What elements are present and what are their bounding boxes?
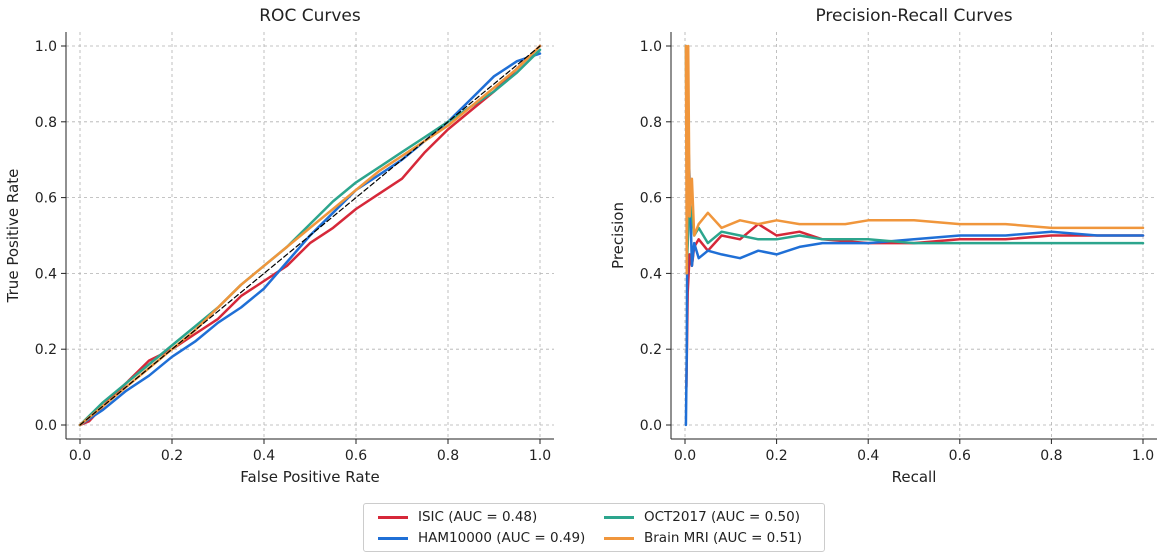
legend: ISIC (AUC = 0.48) HAM10000 (AUC = 0.49) … [363, 503, 825, 552]
legend-swatch-brain-mri [604, 536, 634, 540]
pr-y-axis-label: Precision [609, 202, 627, 269]
pr-x-tick-label: 0.4 [857, 448, 879, 464]
legend-item-brain-mri: Brain MRI (AUC = 0.51) [604, 530, 802, 546]
pr-y-tick-label: 0.6 [640, 191, 662, 207]
legend-label-isic: ISIC (AUC = 0.48) [418, 509, 538, 525]
legend-label-ham10000: HAM10000 (AUC = 0.49) [418, 530, 586, 546]
roc-x-tick-label: 0.2 [161, 448, 183, 464]
roc-x-axis-label: False Positive Rate [240, 468, 379, 486]
pr-y-tick-label: 0.8 [640, 115, 662, 131]
pr-curve-brain-mri [684, 44, 1145, 275]
precision-recall-panel: 0.0 0.2 0.4 0.6 0.8 1.0 0.0 0.2 0.4 0.6 0.8 1.0 Prec… [609, 6, 1157, 486]
pr-x-tick-label: 0.8 [1040, 448, 1062, 464]
roc-y-tick-label: 0.0 [35, 418, 57, 434]
legend-item-isic: ISIC (AUC = 0.48) [378, 509, 537, 525]
roc-x-tick-label: 0.6 [345, 448, 367, 464]
roc-x-tick-label: 0.4 [253, 448, 275, 464]
pr-x-tick-label: 1.0 [1132, 448, 1154, 464]
roc-y-tick-label: 0.4 [35, 266, 57, 282]
pr-y-tick-label: 1.0 [640, 39, 662, 55]
legend-swatch-ham10000 [378, 536, 408, 540]
legend-swatch-isic [378, 515, 408, 519]
roc-y-tick-label: 0.2 [35, 342, 57, 358]
roc-title: ROC Curves [259, 6, 361, 26]
pr-y-tick-label: 0.4 [640, 266, 662, 282]
pr-x-axis-label: Recall [892, 468, 937, 486]
roc-panel: 0.0 0.2 0.4 0.6 0.8 1.0 0.0 0.2 0.4 0.6 0.8 1.0 ROC … [4, 6, 554, 486]
pr-x-tick-label: 0.0 [674, 448, 696, 464]
roc-curve-isic [78, 44, 542, 427]
roc-y-tick-label: 1.0 [35, 39, 57, 55]
legend-item-ham10000: HAM10000 (AUC = 0.49) [378, 530, 585, 546]
roc-y-tick-label: 0.8 [35, 115, 57, 131]
roc-x-tick-label: 0.0 [69, 448, 91, 464]
legend-label-oct2017: OCT2017 (AUC = 0.50) [644, 509, 800, 525]
pr-x-tick-label: 0.6 [949, 448, 971, 464]
pr-title: Precision-Recall Curves [815, 6, 1012, 26]
legend-swatch-oct2017 [604, 515, 634, 519]
pr-y-tick-label: 0.0 [640, 418, 662, 434]
roc-x-tick-label: 0.8 [437, 448, 459, 464]
pr-x-tick-label: 0.2 [765, 448, 787, 464]
figure: 0.0 0.2 0.4 0.6 0.8 1.0 0.0 0.2 0.4 0.6 0.8 1.0 ROC … [4, 6, 1157, 486]
roc-curve-chance [79, 45, 541, 426]
pr-curve-isic [685, 222, 1145, 389]
legend-label-brain-mri: Brain MRI (AUC = 0.51) [644, 530, 803, 546]
pr-y-tick-label: 0.2 [640, 342, 662, 358]
legend-item-oct2017: OCT2017 (AUC = 0.50) [604, 509, 800, 525]
roc-y-axis-label: True Positive Rate [4, 169, 22, 304]
roc-y-tick-label: 0.6 [35, 191, 57, 207]
roc-x-tick-label: 1.0 [529, 448, 551, 464]
